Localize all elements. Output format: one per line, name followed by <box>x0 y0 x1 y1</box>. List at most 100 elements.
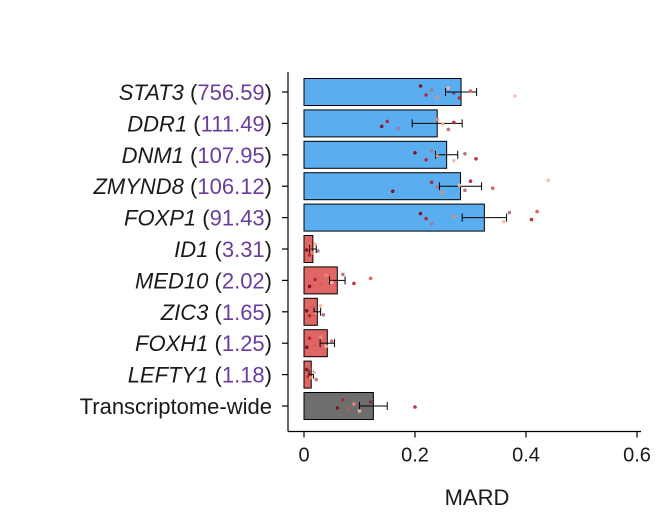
data-point <box>468 89 473 93</box>
data-point <box>385 119 390 124</box>
points-layer <box>304 84 550 413</box>
data-point <box>307 336 312 341</box>
data-point <box>324 344 329 349</box>
category-labels: STAT3 (756.59) DDR1 (111.49) DNM1 (107.95)… <box>80 80 272 419</box>
x-tick-label: 0.4 <box>512 445 540 467</box>
data-point <box>391 189 395 193</box>
data-point <box>368 276 373 281</box>
x-tick-label: 0.2 <box>401 445 429 467</box>
data-point <box>513 94 517 98</box>
data-point <box>429 180 434 184</box>
data-point <box>304 345 309 350</box>
data-point <box>446 86 451 90</box>
data-point <box>440 190 445 194</box>
data-point <box>304 309 309 313</box>
data-point <box>329 280 334 285</box>
data-point <box>446 127 451 132</box>
data-point <box>352 281 356 286</box>
category-label: ID1 (3.31) <box>174 237 272 262</box>
data-point <box>429 88 434 92</box>
data-point <box>368 400 373 404</box>
data-point <box>413 405 417 409</box>
data-point <box>307 314 312 318</box>
category-label: MED10 (2.02) <box>135 268 272 293</box>
data-point <box>452 120 456 125</box>
bar <box>303 172 462 201</box>
data-point <box>310 305 315 309</box>
data-point <box>307 366 312 371</box>
data-point <box>312 370 316 375</box>
bar <box>303 78 462 106</box>
data-point <box>429 221 434 226</box>
data-point <box>308 375 313 380</box>
data-point <box>440 122 445 127</box>
data-point <box>435 95 440 99</box>
category-label: STAT3 (756.59) <box>119 80 272 105</box>
data-point <box>413 151 417 155</box>
data-point <box>313 312 317 316</box>
data-point <box>457 183 462 187</box>
category-label: LEFTY1 (1.18) <box>128 363 272 388</box>
data-point <box>313 277 317 282</box>
data-point <box>435 154 440 158</box>
data-point <box>307 253 312 257</box>
data-point <box>357 409 362 413</box>
data-point <box>546 178 550 182</box>
data-point <box>424 158 428 162</box>
data-point <box>316 249 320 253</box>
data-point <box>314 377 319 382</box>
data-point <box>308 246 313 250</box>
data-point <box>474 157 478 161</box>
data-point <box>341 398 345 402</box>
data-point <box>468 179 473 183</box>
data-point <box>418 211 423 216</box>
data-point <box>507 210 512 215</box>
data-point <box>424 93 428 97</box>
data-point <box>304 367 309 372</box>
data-point <box>307 284 312 289</box>
data-point <box>329 339 334 344</box>
data-point <box>490 186 495 190</box>
data-point <box>435 185 440 189</box>
data-point <box>463 188 467 192</box>
data-point <box>352 402 356 406</box>
data-point <box>418 84 423 88</box>
x-tick-label: 0 <box>298 445 309 467</box>
data-point <box>341 272 345 277</box>
data-point <box>335 406 340 410</box>
x-axis-label: MARD <box>445 485 510 510</box>
data-point <box>502 219 506 224</box>
data-point <box>429 149 434 153</box>
data-point <box>452 214 456 219</box>
category-label: FOXH1 (1.25) <box>135 331 272 356</box>
data-point <box>318 304 323 308</box>
data-point <box>435 117 440 122</box>
data-point <box>310 251 315 255</box>
data-point <box>304 248 309 252</box>
data-point <box>346 407 351 411</box>
data-point <box>321 313 326 317</box>
category-label: ZIC3 (1.65) <box>160 300 272 325</box>
data-point <box>313 242 317 246</box>
axes: 0 0.2 0.4 0.6 <box>282 72 651 467</box>
data-point <box>324 273 329 278</box>
category-label: DNM1 (107.95) <box>122 143 272 168</box>
category-label: ZMYND8 (106.12) <box>92 174 272 199</box>
data-point <box>457 96 462 100</box>
data-point <box>535 209 539 214</box>
data-point <box>452 159 456 163</box>
data-point <box>463 152 467 156</box>
category-label: FOXP1 (91.43) <box>124 206 272 231</box>
data-point <box>313 343 317 348</box>
bar <box>303 140 448 169</box>
bar <box>303 203 485 232</box>
bars-layer <box>303 78 485 420</box>
data-point <box>318 335 323 340</box>
data-point <box>529 217 534 222</box>
data-point <box>452 91 456 95</box>
data-point <box>379 124 384 129</box>
data-point <box>424 216 428 221</box>
category-label: DDR1 (111.49) <box>127 111 272 136</box>
data-point <box>318 282 323 287</box>
data-point <box>396 126 401 131</box>
